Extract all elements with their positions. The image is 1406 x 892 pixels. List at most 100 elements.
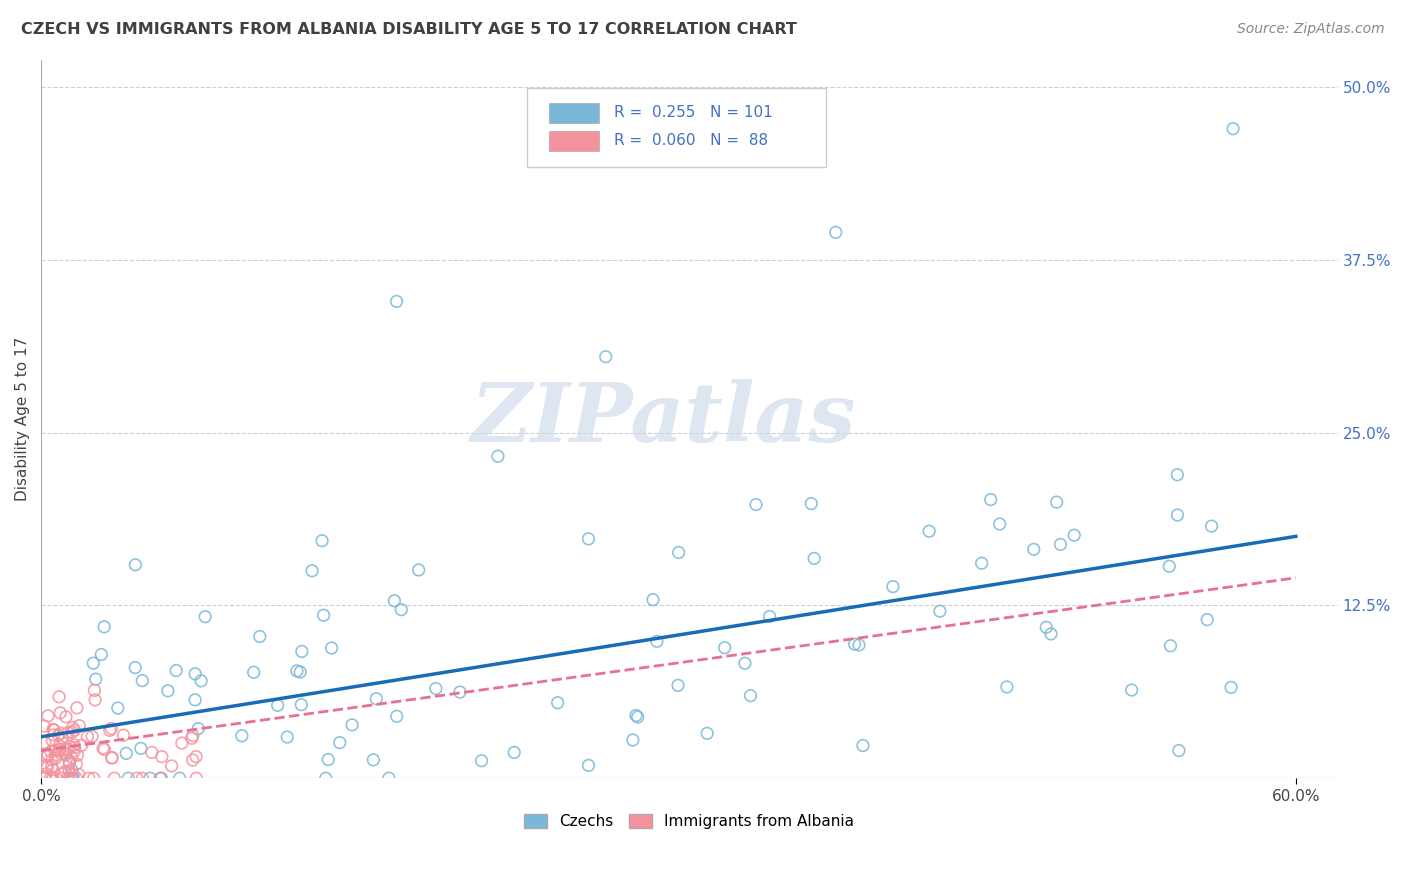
- Point: [49, 706, 72, 720]
- Point: [37, 747, 59, 762]
- Point: [83, 683, 105, 698]
- Point: [62, 768, 84, 782]
- Point: [149, 771, 172, 785]
- Point: [53, 764, 76, 779]
- Point: [184, 666, 207, 681]
- Point: [627, 710, 650, 724]
- Point: [65, 757, 87, 772]
- Point: [65, 771, 87, 785]
- Point: [63, 723, 86, 738]
- Point: [129, 741, 152, 756]
- Point: [578, 758, 600, 772]
- Point: [315, 771, 337, 785]
- Point: [112, 728, 135, 742]
- Point: [970, 556, 993, 570]
- Point: [980, 492, 1002, 507]
- Point: [1039, 627, 1062, 641]
- Point: [169, 771, 191, 785]
- Point: [389, 602, 412, 616]
- Point: [35, 767, 58, 781]
- Point: [46, 728, 69, 742]
- Point: [44, 751, 66, 765]
- Point: [503, 746, 526, 760]
- Point: [49, 726, 72, 740]
- Point: [150, 749, 173, 764]
- Bar: [550, 103, 599, 123]
- Point: [48, 690, 70, 704]
- Point: [60, 771, 83, 785]
- Point: [449, 685, 471, 699]
- Point: [995, 680, 1018, 694]
- Point: [77, 771, 100, 785]
- Point: [91, 741, 114, 756]
- Point: [242, 665, 264, 680]
- Point: [32, 719, 55, 733]
- Point: [48, 742, 70, 756]
- Point: [51, 771, 73, 785]
- Point: [290, 698, 312, 712]
- Point: [124, 558, 146, 572]
- Point: [83, 771, 105, 785]
- Point: [547, 696, 569, 710]
- Text: ZIPatlas: ZIPatlas: [471, 379, 856, 458]
- Point: [100, 751, 122, 765]
- Point: [63, 738, 86, 752]
- Point: [1222, 121, 1244, 136]
- Point: [184, 693, 207, 707]
- Point: [321, 641, 343, 656]
- Point: [291, 644, 314, 658]
- Point: [56, 742, 79, 756]
- Point: [1167, 743, 1189, 757]
- Point: [63, 744, 86, 758]
- Point: [84, 672, 107, 686]
- Point: [186, 771, 208, 785]
- Point: [58, 739, 80, 754]
- Point: [67, 719, 90, 733]
- Point: [117, 771, 139, 785]
- Point: [41, 753, 63, 767]
- Point: [696, 726, 718, 740]
- Point: [58, 756, 80, 771]
- Point: [187, 722, 209, 736]
- Point: [51, 731, 73, 745]
- Point: [1022, 542, 1045, 557]
- Point: [45, 747, 67, 762]
- Point: [316, 752, 339, 766]
- Point: [329, 736, 352, 750]
- Point: [621, 733, 644, 747]
- Point: [363, 753, 385, 767]
- Text: R =  0.060   N =  88: R = 0.060 N = 88: [614, 133, 768, 148]
- Point: [231, 729, 253, 743]
- Text: CZECH VS IMMIGRANTS FROM ALBANIA DISABILITY AGE 5 TO 17 CORRELATION CHART: CZECH VS IMMIGRANTS FROM ALBANIA DISABIL…: [21, 22, 797, 37]
- Point: [131, 673, 153, 688]
- Point: [156, 683, 179, 698]
- Point: [62, 771, 84, 785]
- Point: [408, 563, 430, 577]
- Point: [124, 660, 146, 674]
- Point: [98, 723, 121, 738]
- Point: [824, 225, 846, 239]
- Point: [1220, 681, 1243, 695]
- Point: [988, 516, 1011, 531]
- Point: [58, 764, 80, 778]
- Text: R =  0.255   N = 101: R = 0.255 N = 101: [614, 105, 773, 120]
- Point: [882, 580, 904, 594]
- Point: [35, 758, 58, 772]
- Point: [285, 664, 308, 678]
- Point: [382, 594, 405, 608]
- Point: [90, 648, 112, 662]
- Point: [55, 710, 77, 724]
- Point: [42, 771, 65, 785]
- Point: [668, 545, 690, 559]
- Point: [713, 640, 735, 655]
- Point: [624, 708, 647, 723]
- Legend: Czechs, Immigrants from Albania: Czechs, Immigrants from Albania: [519, 808, 860, 835]
- Point: [190, 673, 212, 688]
- Point: [60, 750, 83, 764]
- Point: [37, 760, 59, 774]
- Point: [44, 743, 66, 757]
- Point: [70, 739, 93, 753]
- Text: Source: ZipAtlas.com: Source: ZipAtlas.com: [1237, 22, 1385, 37]
- Point: [42, 763, 65, 777]
- Point: [312, 608, 335, 623]
